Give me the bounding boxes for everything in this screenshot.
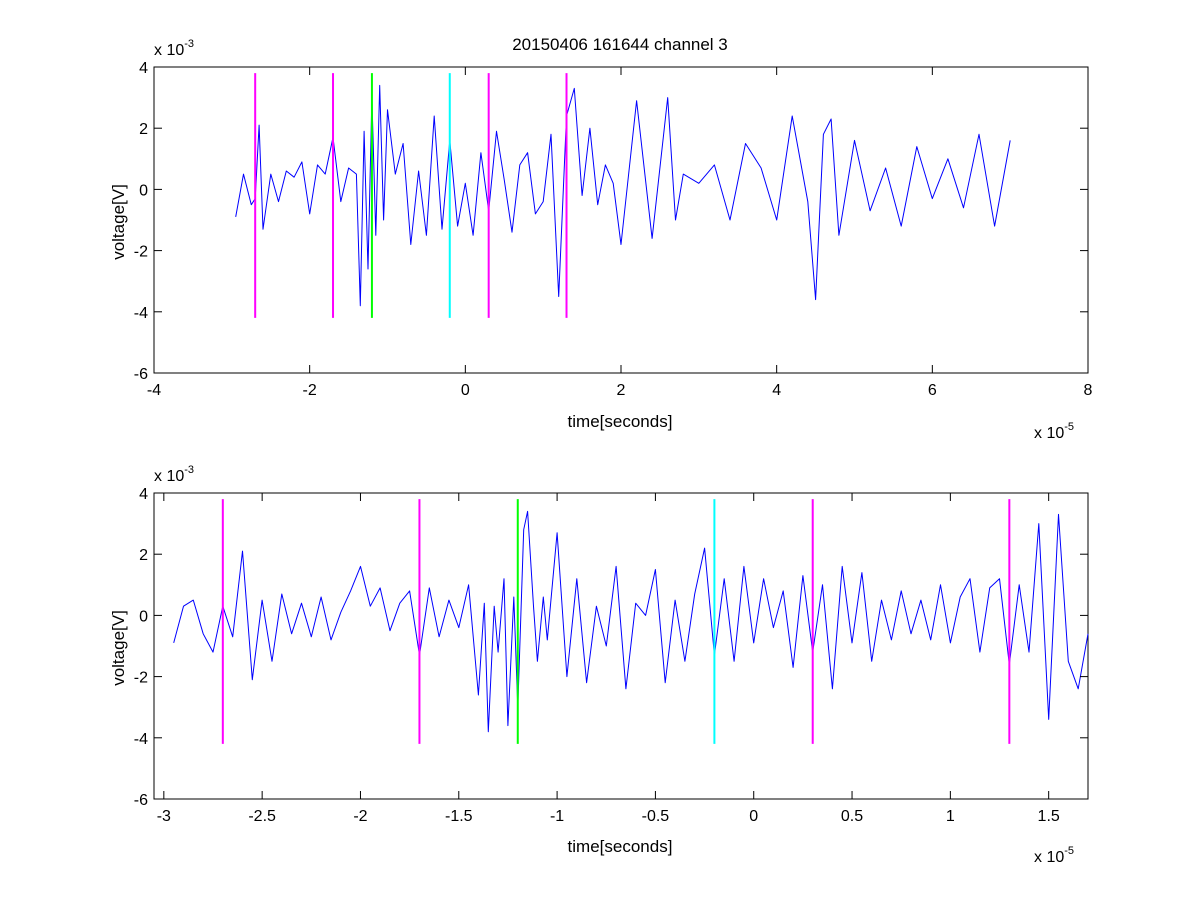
bottom-plot-markers: [221, 499, 1011, 744]
top-plot-y-multiplier-base: x 10: [154, 42, 184, 59]
bottom-plot-x-multiplier: x 10-5: [1034, 845, 1074, 866]
top-plot-y-tick-label: 2: [139, 121, 148, 138]
top-plot-y-tick-label: -6: [134, 366, 148, 383]
bottom-plot-y-tick-label: -4: [134, 731, 148, 748]
top-plot-x-tick-label: 0: [461, 382, 470, 399]
top-plot-x-tick-label: -4: [147, 382, 161, 399]
top-plot-x-tick-label: -2: [303, 382, 317, 399]
bottom-plot-x-ticks: -3 -2.5 -2 -1.5 -1 -0.5 0 0.5 1 1.5: [157, 493, 1060, 825]
top-plot-y-ticks: -6 -4 -2 0 2 4: [134, 60, 1088, 383]
bottom-plot-x-tick-label: -2.5: [248, 808, 276, 825]
bottom-plot-y-multiplier: x 10-3: [154, 464, 194, 485]
bottom-plot-y-tick-label: 4: [139, 486, 148, 503]
top-plot-y-multiplier-exp: -3: [184, 38, 194, 50]
top-plot-x-ticks: -4 -2 0 2 4 6 8: [147, 67, 1093, 399]
bottom-plot-x-tick-label: -2: [353, 808, 367, 825]
bottom-plot-x-tick-label: -1: [550, 808, 564, 825]
bottom-plot-y-multiplier-base: x 10: [154, 468, 184, 485]
top-plot-title: 20150406 161644 channel 3: [512, 35, 728, 54]
bottom-plot-y-ticks: -6 -4 -2 0 2 4: [134, 486, 1088, 809]
top-plot-y-axis-label: voltage[V]: [109, 184, 128, 260]
bottom-plot-x-tick-label: -3: [157, 808, 171, 825]
top-plot-x-axis-label: time[seconds]: [568, 412, 673, 431]
bottom-plot-series-line: [173, 510, 1089, 733]
bottom-plot-x-tick-label: -1.5: [445, 808, 473, 825]
top-plot-y-tick-label: -2: [134, 244, 148, 261]
top-plot-markers: [254, 73, 568, 318]
bottom-plot-x-tick-label: 0.5: [841, 808, 863, 825]
bottom-plot-y-multiplier-exp: -3: [184, 464, 194, 476]
top-plot-x-tick-label: 8: [1084, 382, 1093, 399]
top-plot-x-tick-label: 2: [617, 382, 626, 399]
top-plot-y-tick-label: 0: [139, 182, 148, 199]
bottom-plot-x-tick-label: 0: [749, 808, 758, 825]
bottom-plot-y-tick-label: -2: [134, 670, 148, 687]
bottom-plot-y-tick-label: -6: [134, 792, 148, 809]
top-plot-x-tick-label: 6: [928, 382, 937, 399]
top-plot-y-tick-label: -4: [134, 305, 148, 322]
top-plot-x-tick-label: 4: [772, 382, 781, 399]
top-plot-x-multiplier: x 10-5: [1034, 421, 1074, 442]
top-plot-y-multiplier: x 10-3: [154, 38, 194, 59]
bottom-plot-x-axis-label: time[seconds]: [568, 837, 673, 856]
top-plot-x-multiplier-exp: -5: [1064, 421, 1074, 433]
bottom-plot-x-multiplier-exp: -5: [1064, 845, 1074, 857]
bottom-plot-axes-box: [153, 492, 1089, 800]
top-plot-y-tick-label: 4: [139, 60, 148, 77]
bottom-plot-lines: [173, 510, 1089, 733]
bottom-plot-y-axis-label: voltage[V]: [109, 610, 128, 686]
bottom-plot-y-tick-label: 2: [139, 547, 148, 564]
top-plot-x-multiplier-base: x 10: [1034, 425, 1064, 442]
top-plot-lines: [235, 84, 1011, 307]
bottom-plot-y-tick-label: 0: [139, 608, 148, 625]
top-plot-series-line: [235, 84, 1011, 307]
bottom-plot-x-multiplier-base: x 10: [1034, 849, 1064, 866]
bottom-plot: -3 -2.5 -2 -1.5 -1 -0.5 0 0.5 1 1.5 -6 -4 -2 0 2 4 tim…: [109, 464, 1089, 866]
bottom-plot-x-tick-label: 1.5: [1038, 808, 1060, 825]
bottom-plot-x-tick-label: 1: [946, 808, 955, 825]
bottom-plot-x-tick-label: -0.5: [642, 808, 670, 825]
